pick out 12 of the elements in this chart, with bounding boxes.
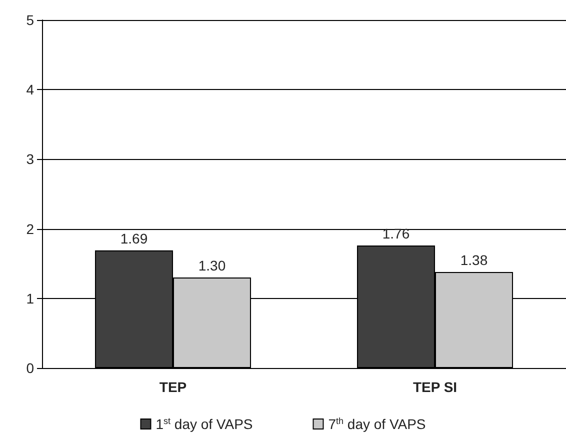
y-tick-label: 0 bbox=[26, 360, 34, 376]
data-label: 1.30 bbox=[198, 258, 226, 274]
y-tick-label: 4 bbox=[26, 82, 34, 98]
y-tick-label: 1 bbox=[26, 290, 34, 306]
x-tick-label: TEP SI bbox=[412, 379, 458, 395]
data-label: 1.38 bbox=[460, 252, 488, 268]
data-label: 1.76 bbox=[382, 226, 410, 242]
y-tick-label: 5 bbox=[26, 12, 34, 28]
data-label: 1.69 bbox=[120, 230, 148, 246]
y-tick-label: 3 bbox=[26, 151, 34, 168]
y-tick-label: 2 bbox=[26, 220, 34, 237]
x-tick-label: TEP bbox=[159, 379, 187, 395]
